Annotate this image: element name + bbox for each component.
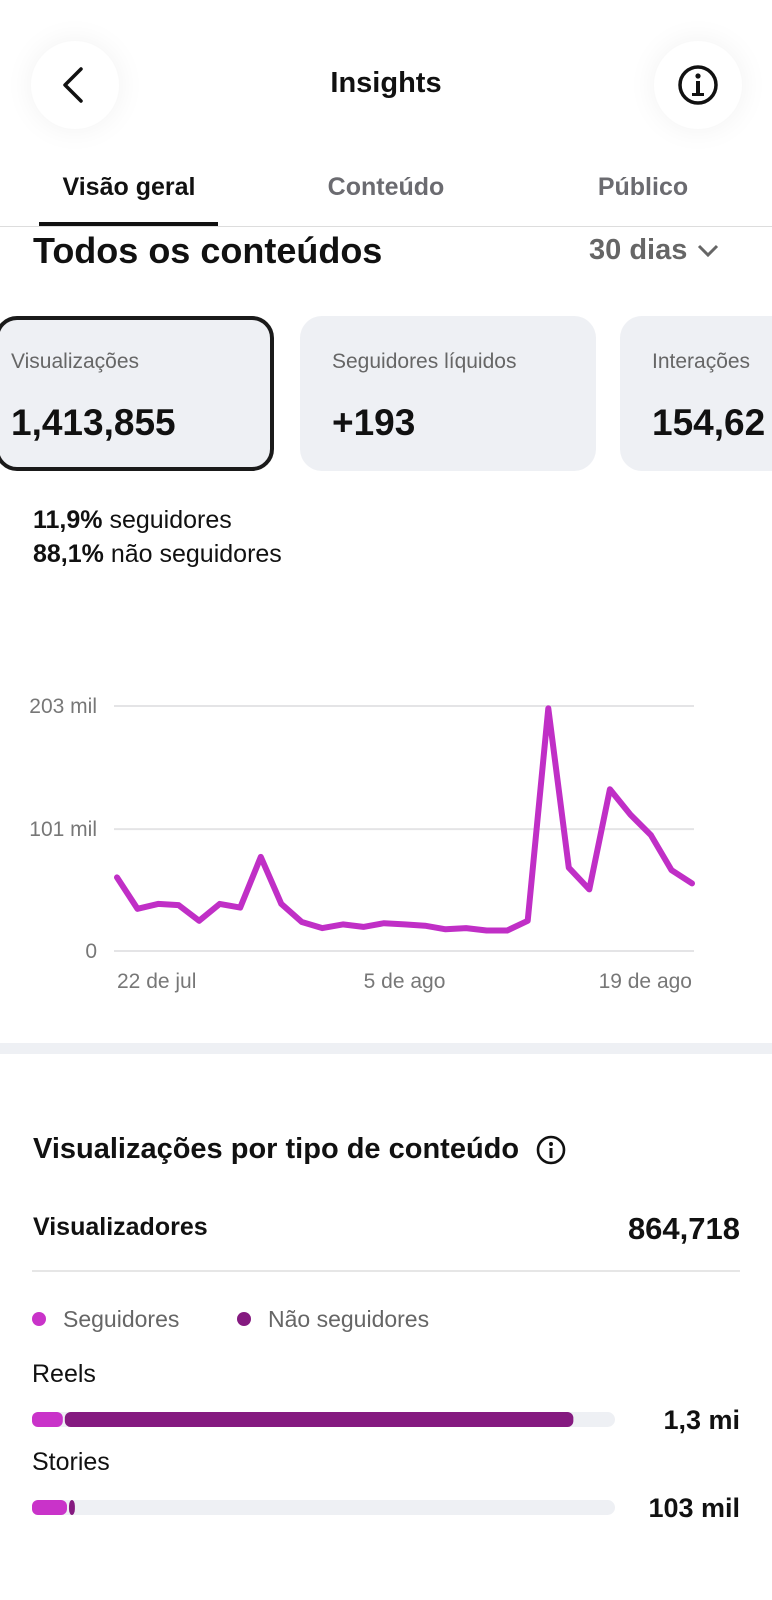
info-icon xyxy=(678,65,718,105)
back-button[interactable] xyxy=(31,41,119,129)
info-button[interactable] xyxy=(654,41,742,129)
line-series xyxy=(114,705,695,934)
section-separator xyxy=(0,1043,772,1054)
info-icon[interactable] xyxy=(535,1134,567,1166)
legend-dot xyxy=(237,1312,251,1326)
card-value: +193 xyxy=(332,402,416,443)
period-label: 30 dias xyxy=(589,234,688,266)
y-tick-label: 0 xyxy=(85,940,97,963)
legend-dot xyxy=(32,1312,46,1326)
period-selector[interactable]: 30 dias xyxy=(589,234,719,267)
card-label: Seguidores líquidos xyxy=(332,350,517,373)
legend-label: Não seguidores xyxy=(268,1306,429,1332)
viewers-value: 864,718 xyxy=(627,1211,740,1246)
split-label: não seguidores xyxy=(110,540,282,568)
row-value: 103 mil xyxy=(648,1493,740,1523)
split-percent: 88,1% xyxy=(33,540,104,568)
x-tick-label: 19 de ago xyxy=(599,970,692,993)
tab[interactable]: Conteúdo xyxy=(327,173,445,201)
back-icon xyxy=(63,67,83,103)
bar-track xyxy=(32,1500,615,1515)
x-tick-label: 22 de jul xyxy=(117,970,196,993)
tab-indicator xyxy=(39,222,218,226)
metric-card[interactable]: Seguidores líquidos +193 xyxy=(300,316,596,471)
y-tick-label: 203 mil xyxy=(29,695,97,718)
page-title: Insights xyxy=(330,67,442,99)
breakdown-chart: Seguidores Não seguidores Reels 1,3 mi Stori… xyxy=(32,1306,740,1523)
chevron-icon xyxy=(698,244,719,257)
row-label: Reels xyxy=(32,1360,96,1388)
card-value: 154,62 xyxy=(652,402,766,443)
divider xyxy=(32,1270,740,1272)
card-label: Visualizações xyxy=(11,350,140,373)
metric-card[interactable]: Visualizações 1,413,855 xyxy=(0,316,274,471)
card-label: Interações xyxy=(652,350,751,373)
tab[interactable]: Visão geral xyxy=(62,173,196,201)
row-value: 1,3 mi xyxy=(663,1405,740,1435)
split-percent: 11,9% xyxy=(33,506,103,534)
split-label: seguidores xyxy=(109,506,232,534)
legend-label: Seguidores xyxy=(63,1306,179,1332)
bar-segment xyxy=(32,1500,67,1515)
y-tick-label: 101 mil xyxy=(29,818,97,841)
viewers-label: Visualizadores xyxy=(33,1213,208,1241)
row-label: Stories xyxy=(32,1448,110,1476)
card-value: 1,413,855 xyxy=(11,402,176,443)
metric-card[interactable]: Interações 154,62 xyxy=(620,316,772,471)
tab[interactable]: Público xyxy=(597,173,689,201)
views-chart: 0 101 mil 203 mil 22 de jul 5 de ago 19 de ag… xyxy=(29,695,695,993)
x-tick-label: 5 de ago xyxy=(364,970,446,993)
breakdown-header: Visualizações por tipo de conteúdo xyxy=(33,1133,567,1166)
bar-segment xyxy=(64,1412,574,1427)
bar-segment xyxy=(68,1500,75,1515)
split-line: 11,9% seguidores xyxy=(33,506,232,535)
divider xyxy=(0,226,772,227)
bar-segment xyxy=(32,1412,63,1427)
breakdown-title: Visualizações por tipo de conteúdo xyxy=(33,1133,520,1165)
split-line: 88,1% não seguidores xyxy=(33,540,282,569)
section-title: Todos os conteúdos xyxy=(33,230,383,271)
